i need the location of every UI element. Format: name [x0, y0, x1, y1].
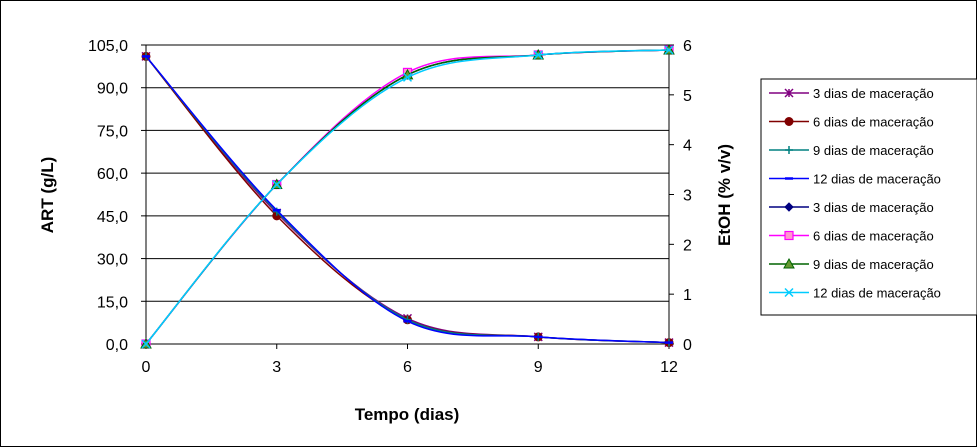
- series-line: [145, 55, 670, 344]
- legend-box: [760, 78, 977, 316]
- legend-marker: [783, 257, 795, 269]
- legend-label: 12 dias de maceração: [813, 172, 941, 187]
- y-right-tick-label: 0: [683, 337, 692, 354]
- series-group: [140, 43, 675, 349]
- series-8: [141, 45, 674, 349]
- series-line: [145, 49, 670, 345]
- legend-marker: [784, 202, 794, 212]
- y-left-tick-label: 105,0: [88, 38, 128, 55]
- series-1: [141, 51, 674, 348]
- series-5: [141, 45, 674, 349]
- series-line: [145, 49, 670, 345]
- series-line: [145, 55, 670, 344]
- y-right-tick-label: 1: [683, 287, 692, 304]
- series-7: [140, 43, 675, 349]
- legend-marker: [785, 146, 793, 154]
- legend-label: 6 dias de maceração: [813, 229, 934, 244]
- y-right-tick-label: 5: [683, 88, 692, 105]
- legend: 3 dias de maceração 6 dias de maceração 9 …: [760, 78, 977, 316]
- y-right-tick-label: 3: [683, 188, 692, 205]
- series-line: [145, 49, 670, 345]
- y-right-tick-label: 6: [683, 38, 692, 55]
- legend-label: 9 dias de maceração: [813, 143, 934, 158]
- legend-item: 12 dias de maceração: [769, 172, 941, 187]
- legend-item: 12 dias de maceração: [769, 286, 941, 301]
- y-right-tick-label: 2: [683, 237, 692, 254]
- legend-marker: [784, 117, 794, 126]
- x-tick-label: 6: [403, 359, 412, 376]
- y-axis-left-title: ART (g/L): [38, 157, 57, 233]
- y-left-tick-label: 75,0: [97, 123, 128, 140]
- legend-label: 3 dias de maceração: [813, 86, 934, 101]
- data-point: [533, 50, 543, 60]
- series-2: [141, 51, 674, 348]
- y-left-tick-label: 30,0: [97, 252, 128, 269]
- data-point: [141, 339, 151, 349]
- x-tick-label: 9: [534, 359, 543, 376]
- data-point: [402, 72, 413, 82]
- x-axis-title: Tempo (dias): [355, 405, 460, 424]
- legend-marker: [784, 287, 794, 298]
- legend-item: 6 dias de maceração: [769, 115, 934, 130]
- series-line: [145, 55, 670, 344]
- x-tick-label: 3: [272, 359, 281, 376]
- y-right-tick-label: 4: [683, 138, 692, 155]
- data-point: [664, 45, 674, 55]
- plot-area: [145, 44, 670, 345]
- y-axis-right-title: EtOH (% v/v): [715, 144, 734, 246]
- y-left-tick-label: 45,0: [97, 209, 128, 226]
- legend-item: 3 dias de maceração: [769, 86, 934, 101]
- legend-label: 9 dias de maceração: [813, 257, 934, 272]
- series-line: [145, 49, 670, 345]
- x-tick-label: 12: [660, 359, 678, 376]
- x-tick-label: 0: [142, 359, 151, 376]
- legend-item: 6 dias de maceração: [769, 229, 934, 244]
- legend-item: 9 dias de maceração: [769, 257, 934, 272]
- grid-lines: [146, 44, 669, 345]
- legend-label: 3 dias de maceração: [813, 200, 934, 215]
- series-line: [145, 55, 670, 344]
- data-point: [272, 180, 282, 190]
- series-4: [142, 55, 673, 344]
- y-left-tick-label: 0,0: [106, 337, 128, 354]
- legend-label: 6 dias de maceração: [813, 115, 934, 130]
- y-left-tick-label: 90,0: [97, 81, 128, 98]
- series-3: [142, 52, 673, 347]
- legend-item: 9 dias de maceração: [769, 143, 934, 158]
- axis-ticks: 0,015,030,045,060,075,090,0105,001234560…: [88, 38, 692, 376]
- legend-label: 12 dias de maceração: [813, 286, 941, 301]
- legend-marker: [784, 230, 794, 241]
- y-left-tick-label: 15,0: [97, 294, 128, 311]
- y-left-tick-label: 60,0: [97, 166, 128, 183]
- series-6: [141, 45, 674, 349]
- legend-marker: [784, 88, 794, 98]
- legend-item: 3 dias de maceração: [769, 200, 934, 215]
